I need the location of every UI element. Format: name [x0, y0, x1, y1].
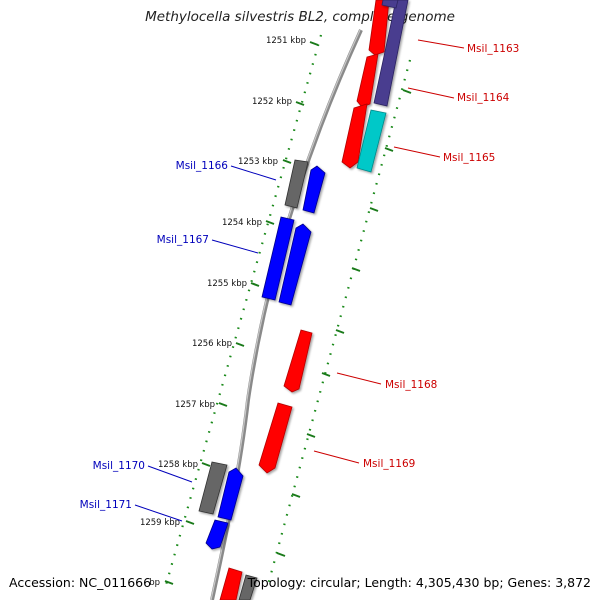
- accession-text: Accession: NC_011666: [9, 575, 152, 590]
- feature-purple-top[interactable]: [381, 0, 399, 9]
- cds-msil-1171[interactable]: [205, 519, 229, 550]
- reverse-gene-labels: Msil_1166 Msil_1167 Msil_1170 Msil_1171: [80, 160, 229, 511]
- gene-label-msil-1165[interactable]: Msil_1165: [443, 152, 495, 164]
- left-tick-axis: [164, 34, 323, 586]
- feature-cyan[interactable]: [356, 109, 387, 173]
- feature-gray-bottom[interactable]: [238, 574, 258, 600]
- tick-label-1259: 1259 kbp: [140, 518, 180, 528]
- feature-gray-1166[interactable]: [284, 159, 309, 209]
- cds-msil-1165[interactable]: [341, 103, 368, 169]
- tick-label-1255: 1255 kbp: [207, 279, 247, 289]
- gene-label-msil-1170[interactable]: Msil_1170: [93, 460, 145, 472]
- gene-label-msil-1163[interactable]: Msil_1163: [467, 43, 519, 55]
- tick-label-1254: 1254 kbp: [222, 218, 262, 228]
- cds-msil-1170[interactable]: [217, 467, 244, 521]
- tick-label-1257: 1257 kbp: [175, 400, 215, 410]
- tick-label-1253: 1253 kbp: [238, 157, 278, 167]
- reverse-label-leaders: [134, 165, 277, 522]
- feature-gray-1170[interactable]: [198, 461, 228, 515]
- left-ticks: [164, 41, 319, 585]
- tick-label-1256: 1256 kbp: [192, 339, 232, 349]
- forward-cds-track: [219, 0, 390, 600]
- tick-labels: 1251 kbp 1252 kbp 1253 kbp 1254 kbp 1255…: [140, 36, 306, 588]
- right-ticks: [276, 89, 412, 557]
- cds-bottom-red[interactable]: [219, 567, 243, 600]
- cds-msil-1163[interactable]: [368, 0, 390, 56]
- tick-label-1260: bp: [149, 578, 160, 588]
- cds-msil-1166[interactable]: [302, 165, 326, 214]
- feature-purple[interactable]: [373, 0, 409, 107]
- forward-gene-labels: Msil_1163 Msil_1164 Msil_1165 Msil_1168 …: [363, 43, 519, 470]
- gene-label-msil-1166[interactable]: Msil_1166: [176, 160, 229, 172]
- backbone-highlight: [210, 29, 361, 600]
- gene-label-msil-1171[interactable]: Msil_1171: [80, 499, 132, 511]
- backbone-line: [210, 29, 363, 600]
- tick-label-1258: 1258 kbp: [158, 460, 198, 470]
- topology-summary: Topology: circular; Length: 4,305,430 bp…: [247, 575, 591, 590]
- cds-msil-1167-b[interactable]: [278, 223, 312, 306]
- gene-label-msil-1167[interactable]: Msil_1167: [157, 234, 209, 246]
- reverse-cds-track: [198, 159, 326, 550]
- feature-track-purple-cyan: [238, 0, 409, 600]
- cds-msil-1169[interactable]: [258, 402, 293, 474]
- gene-label-msil-1164[interactable]: Msil_1164: [457, 92, 510, 104]
- tick-label-1252: 1252 kbp: [252, 97, 292, 107]
- cds-msil-1167-a[interactable]: [261, 216, 295, 301]
- gene-label-msil-1168[interactable]: Msil_1168: [385, 379, 437, 391]
- tick-label-1251: 1251 kbp: [266, 36, 306, 46]
- gene-label-msil-1169[interactable]: Msil_1169: [363, 458, 415, 470]
- forward-label-leaders: [313, 39, 465, 464]
- right-tick-axis: [266, 59, 412, 586]
- cds-msil-1168[interactable]: [283, 329, 313, 393]
